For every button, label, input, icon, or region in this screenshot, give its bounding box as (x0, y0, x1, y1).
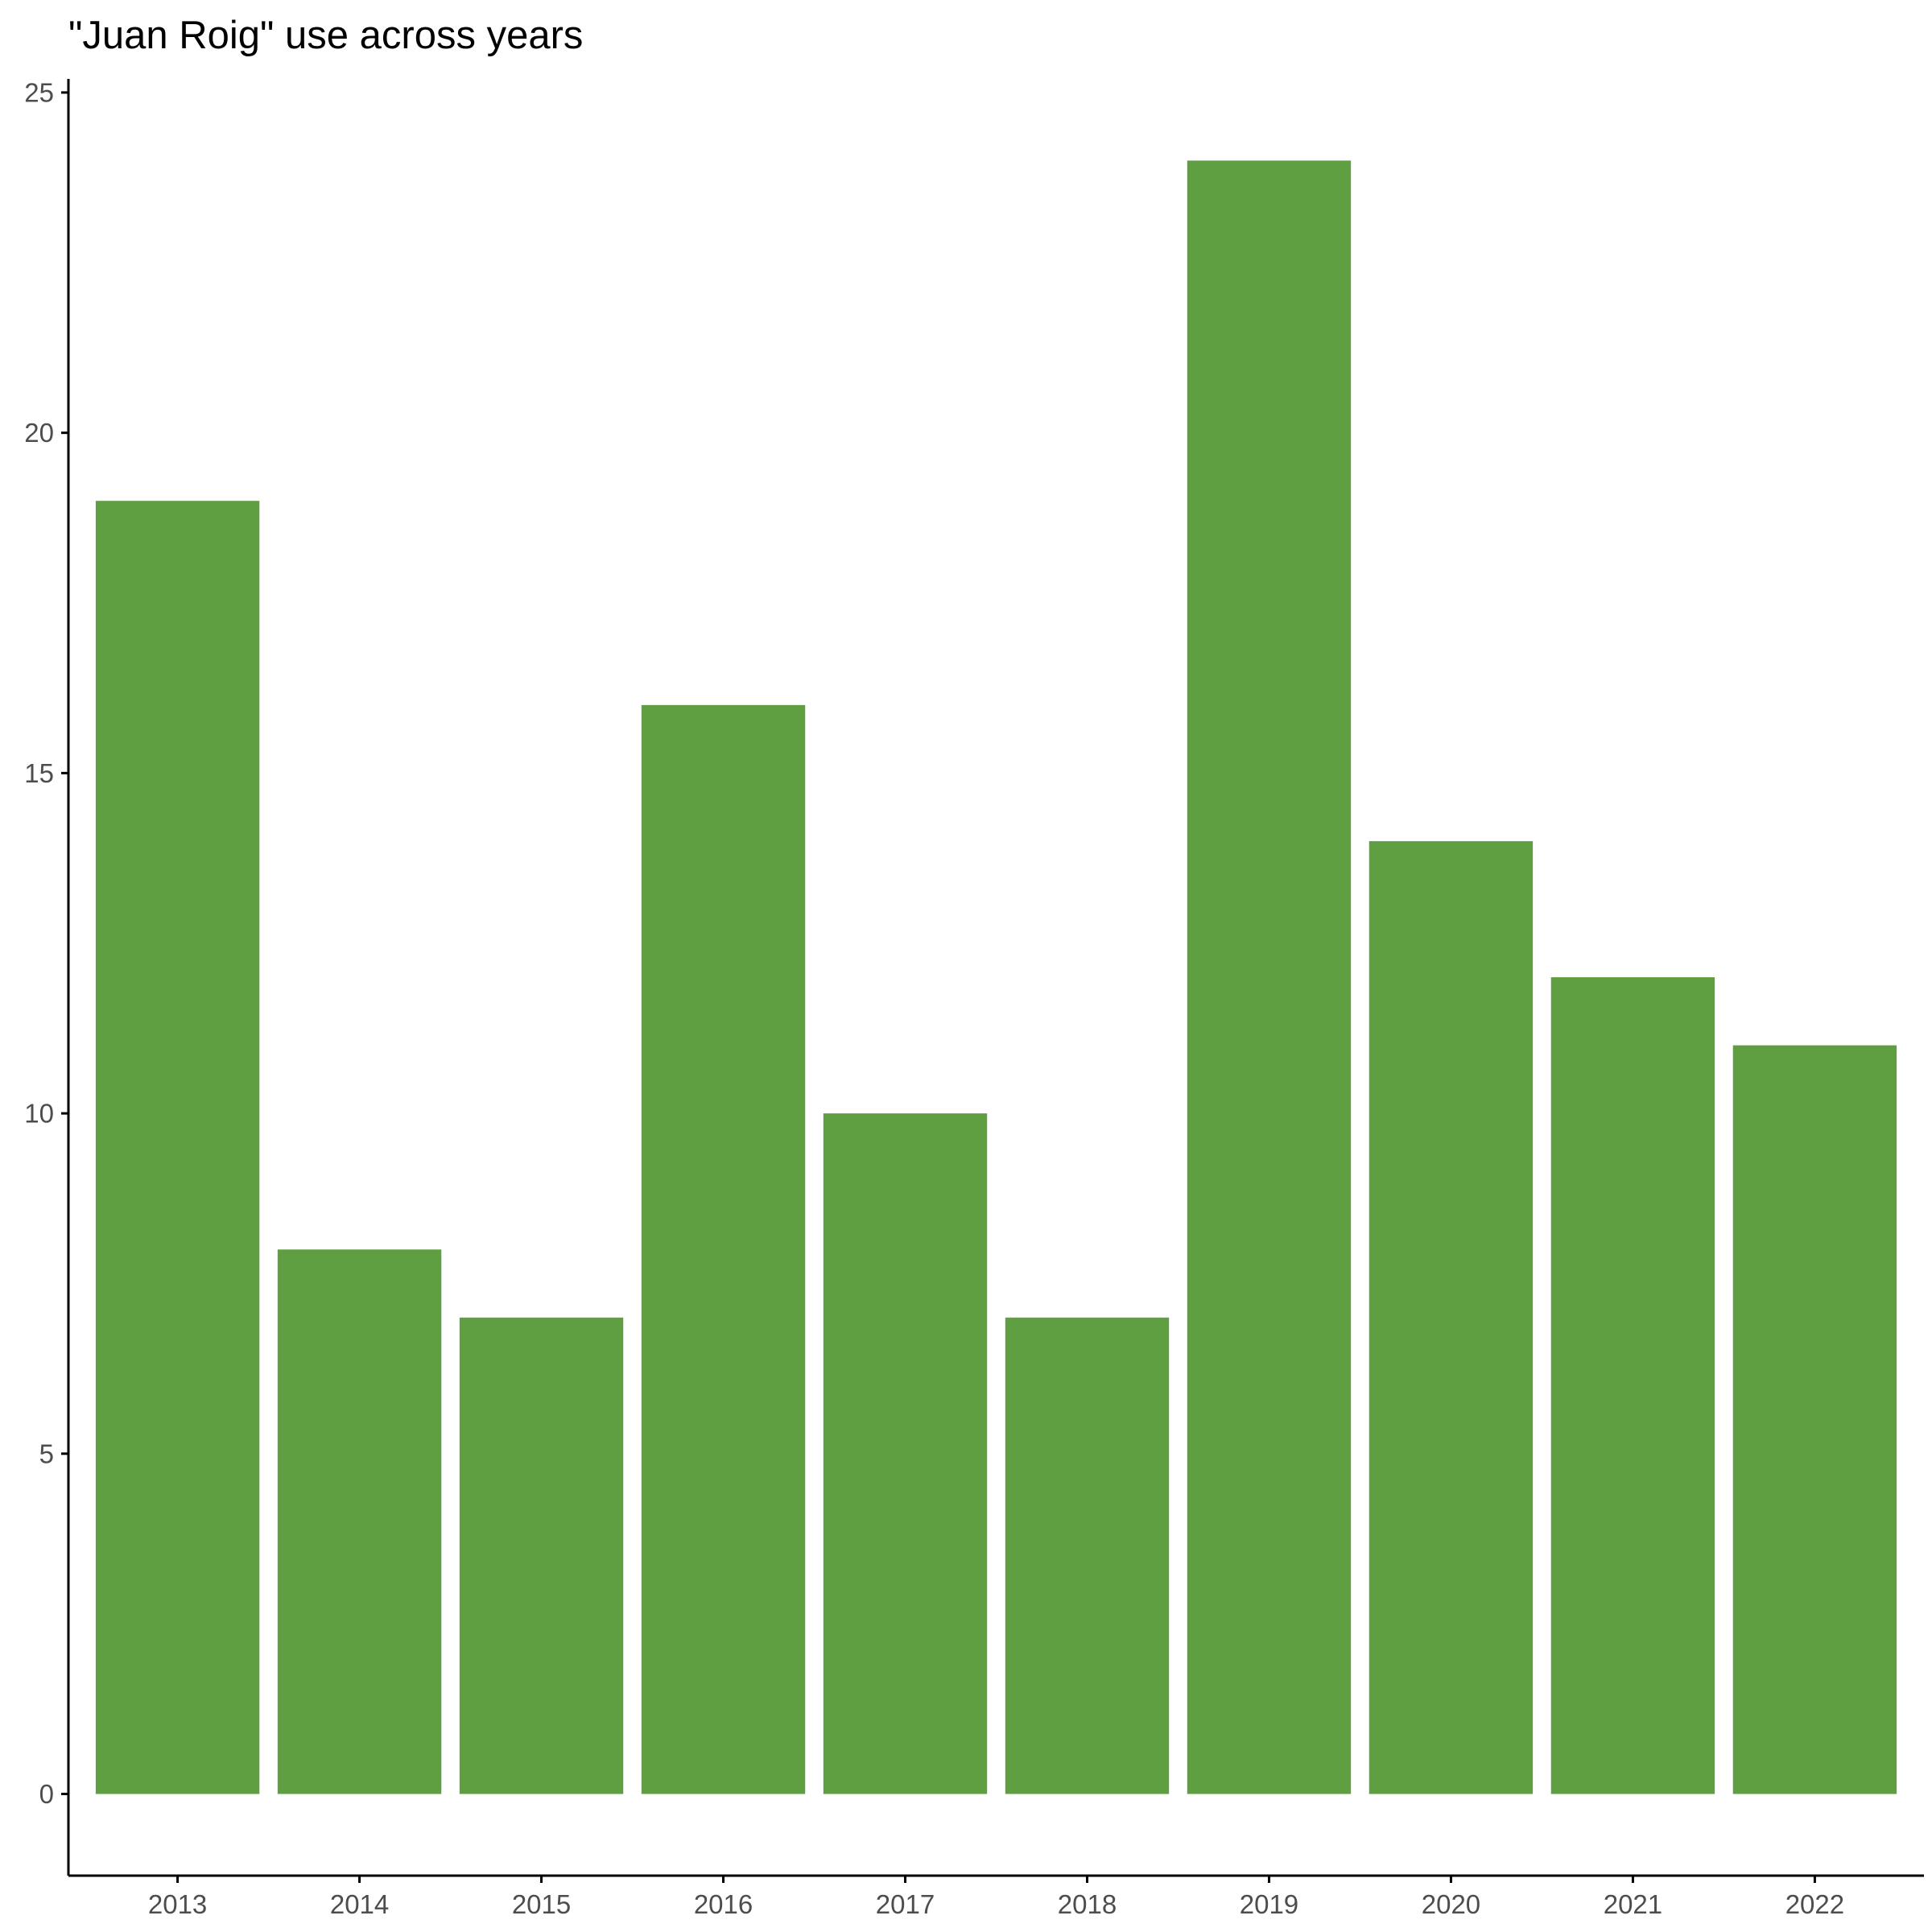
bar-2018 (1005, 1317, 1170, 1794)
x-tick-label: 2020 (1422, 1889, 1480, 1919)
x-tick-label: 2019 (1240, 1889, 1298, 1919)
x-tick-label: 2021 (1604, 1889, 1662, 1919)
x-axis: 2013 2014 2015 2016 2017 2018 2019 2020 2021 2022 (68, 1874, 1924, 1919)
x-tick-label: 2015 (512, 1889, 571, 1919)
x-tick-label: 2017 (876, 1889, 935, 1919)
bars-layer (95, 160, 1897, 1794)
x-tick-label: 2013 (148, 1889, 207, 1919)
x-tick-label: 2022 (1785, 1889, 1844, 1919)
y-tick-label: 15 (24, 758, 54, 788)
bar-2015 (459, 1317, 624, 1794)
bar-2021 (1550, 977, 1715, 1794)
x-tick-label: 2016 (694, 1889, 753, 1919)
y-tick-label: 25 (24, 77, 54, 107)
y-tick-label: 0 (39, 1779, 54, 1809)
bar-2020 (1368, 840, 1534, 1794)
bar-2017 (823, 1113, 988, 1794)
bar-2016 (641, 704, 806, 1794)
chart-title: "Juan Roig" use across years (68, 14, 583, 57)
x-tick-label: 2018 (1058, 1889, 1117, 1919)
bar-2014 (277, 1249, 442, 1794)
y-tick-label: 5 (39, 1439, 54, 1468)
x-tick-label: 2014 (330, 1889, 389, 1919)
bar-2019 (1187, 160, 1352, 1794)
bar-2013 (95, 501, 260, 1794)
y-tick-label: 10 (24, 1099, 54, 1129)
y-axis: 0 5 10 15 20 25 (24, 77, 70, 1876)
y-tick-label: 20 (24, 418, 54, 448)
bar-2022 (1732, 1045, 1897, 1794)
